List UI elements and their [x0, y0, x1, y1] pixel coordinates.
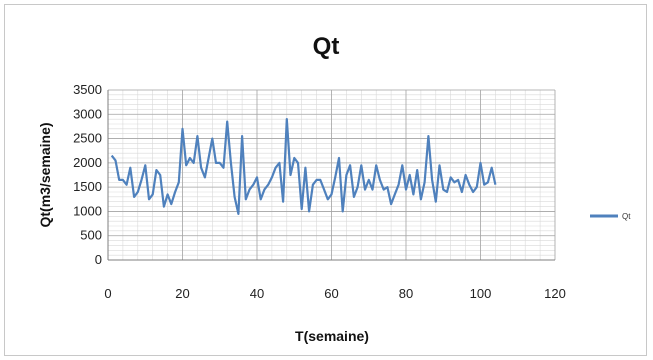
legend-entry-qt: Qt — [622, 212, 631, 221]
y-axis-label: Qt(m3/semaine) — [37, 122, 53, 227]
axes — [107, 90, 555, 261]
series-line-qt — [110, 117, 497, 215]
y-tick-labels: 0 500 1000 1500 2000 2500 3000 3500 — [73, 82, 102, 267]
chart-title: Qt — [313, 33, 340, 60]
y-tick-label: 0 — [95, 252, 102, 267]
x-tick-label: 60 — [324, 286, 338, 301]
y-tick-label: 3000 — [73, 106, 102, 121]
series-group — [110, 117, 497, 215]
y-tick-label: 1000 — [73, 203, 102, 218]
x-axis-label: T(semaine) — [295, 328, 369, 344]
y-tick-label: 3500 — [73, 82, 102, 97]
legend: Qt — [590, 212, 631, 221]
x-tick-label: 100 — [470, 286, 492, 301]
x-tick-label: 120 — [544, 286, 566, 301]
y-tick-label: 1500 — [73, 179, 102, 194]
major-gridlines — [107, 89, 556, 261]
x-tick-label: 40 — [250, 286, 264, 301]
y-tick-label: 2000 — [73, 155, 102, 170]
y-tick-label: 500 — [80, 228, 102, 243]
x-tick-label: 80 — [399, 286, 413, 301]
x-tick-label: 0 — [104, 286, 111, 301]
x-tick-labels: 0 20 40 60 80 100 120 — [104, 286, 565, 301]
x-tick-label: 20 — [175, 286, 189, 301]
y-tick-label: 2500 — [73, 131, 102, 146]
